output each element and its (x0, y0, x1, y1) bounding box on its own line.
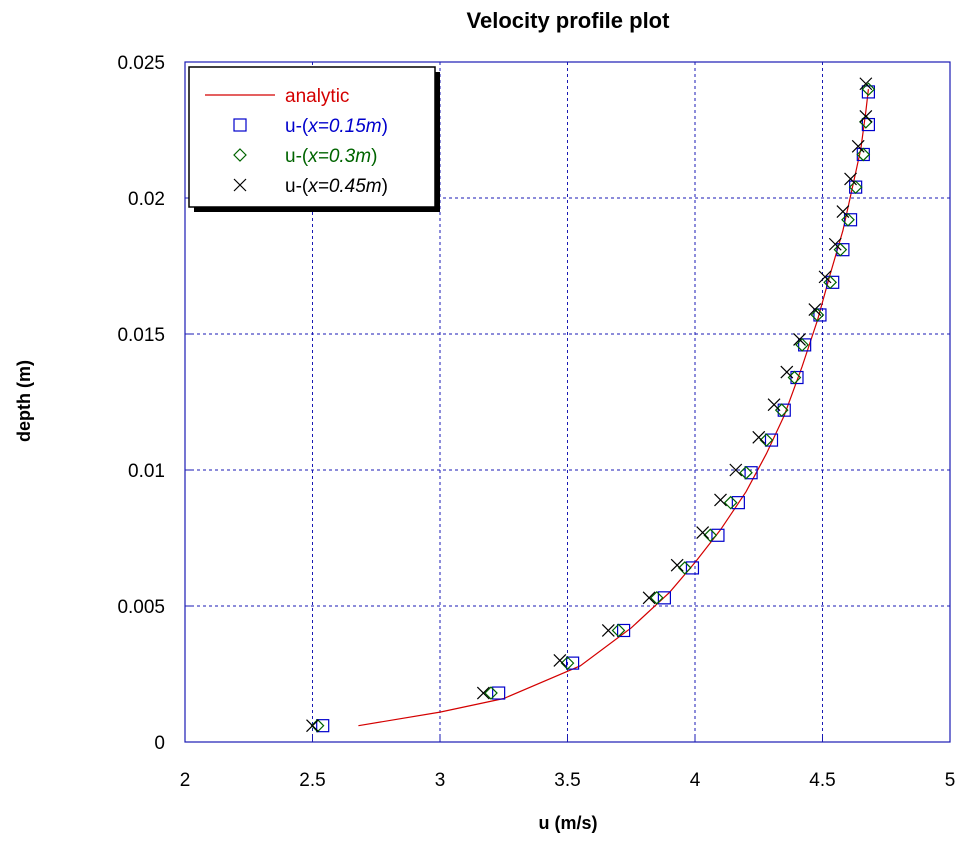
square-marker (836, 243, 850, 257)
cross-marker (476, 686, 490, 700)
diamond-marker (703, 528, 718, 543)
x-tick-label: 5 (945, 770, 956, 791)
y-tick-label: 0 (154, 733, 165, 754)
plot-series (306, 77, 876, 733)
y-tick-label: 0.01 (128, 461, 165, 482)
cross-marker (670, 558, 684, 572)
legend-text-italic: x=0.3m (307, 146, 371, 167)
diamond-marker (823, 275, 837, 290)
diamond-marker (484, 686, 498, 700)
series-3 (306, 77, 873, 733)
series-1 (316, 85, 876, 733)
square-marker (813, 308, 827, 322)
square-marker (616, 623, 631, 638)
legend-entry-0: analytic (285, 86, 349, 107)
diamond-marker (856, 147, 871, 162)
diamond-marker (677, 561, 692, 575)
legend-box (188, 66, 436, 208)
square-marker (731, 496, 745, 510)
legend-entry-3: u-(x=0.45m) (285, 176, 388, 197)
plot-frame (184, 61, 951, 743)
x-tick-label: 3.5 (554, 770, 580, 791)
square-marker (798, 338, 812, 352)
cross-marker (836, 205, 850, 219)
cross-marker (851, 139, 865, 153)
y-axis-label: depth (m) (14, 360, 34, 442)
legend-diamond-swatch (233, 148, 247, 162)
cross-marker (729, 463, 743, 477)
diamond-marker (861, 82, 876, 97)
cross-marker (696, 526, 710, 539)
square-marker (657, 591, 672, 605)
diamond-marker (310, 718, 325, 733)
diamond-marker (723, 495, 738, 510)
diamond-marker (795, 338, 809, 352)
legend-cross-swatch (233, 178, 247, 192)
square-marker (711, 528, 725, 542)
square-marker (777, 403, 791, 417)
x-tick-label: 2.5 (299, 770, 325, 791)
cross-marker (859, 109, 873, 123)
diamond-marker (649, 590, 664, 605)
x-tick-label: 3 (435, 770, 446, 791)
x-axis-label: u (m/s) (538, 813, 597, 833)
square-marker (843, 213, 858, 227)
cross-marker (714, 493, 727, 507)
square-marker (492, 686, 506, 700)
diamond-marker (560, 656, 575, 670)
square-marker (316, 719, 330, 733)
cross-marker (859, 77, 873, 91)
legend-text-suffix: ) (382, 116, 388, 137)
square-marker (685, 561, 700, 575)
legend-entry-2: u-(x=0.3m) (285, 146, 377, 167)
x-tick-label: 2 (180, 770, 191, 791)
legend-square-swatch (233, 118, 247, 132)
cross-marker (818, 270, 832, 284)
legend-text-suffix: ) (371, 146, 377, 167)
square-marker (565, 656, 580, 670)
y-tick-label: 0.025 (117, 53, 165, 74)
legend-text-italic: x=0.45m (307, 176, 381, 197)
cross-marker (844, 172, 857, 186)
legend-text-italic: x=0.15m (307, 116, 381, 137)
y-tick-label: 0.005 (117, 597, 165, 618)
diamond-marker (611, 623, 626, 638)
square-marker (790, 370, 804, 385)
square-marker (764, 433, 779, 447)
cross-marker (553, 653, 567, 667)
square-marker (826, 275, 840, 289)
legend-text-suffix: ) (382, 176, 388, 197)
y-tick-label: 0.015 (117, 325, 165, 346)
diamond-marker (810, 308, 825, 322)
x-tick-label: 4 (690, 770, 701, 791)
legend-text-prefix: u-( (285, 146, 309, 167)
legend-text-prefix: u-( (285, 176, 309, 197)
chart-title: Velocity profile plot (467, 8, 671, 33)
diamond-marker (833, 242, 848, 257)
diamond-marker (859, 114, 873, 129)
cross-marker (752, 430, 766, 444)
x-tick-label: 4.5 (809, 770, 835, 791)
y-tick-label: 0.02 (128, 189, 165, 210)
cross-marker (780, 365, 794, 379)
cross-marker (828, 237, 842, 251)
diamond-marker (841, 212, 855, 227)
diamond-marker (759, 433, 774, 447)
series-2 (310, 82, 876, 733)
cross-marker (601, 624, 615, 637)
legend-text-prefix: u-( (285, 116, 309, 137)
cross-marker (767, 398, 781, 412)
square-marker (744, 466, 758, 480)
cross-marker (642, 591, 656, 605)
cross-marker (793, 333, 806, 346)
legend-entry-1: u-(x=0.15m) (285, 116, 388, 137)
diamond-marker (739, 465, 753, 480)
cross-marker (808, 303, 822, 316)
tick-labels: 2 2.5 3 3.5 4 4.5 5 0 0.005 0.01 0.015 0.02 0.025 (117, 53, 955, 791)
diamond-marker (848, 180, 863, 194)
cross-marker (306, 719, 319, 733)
